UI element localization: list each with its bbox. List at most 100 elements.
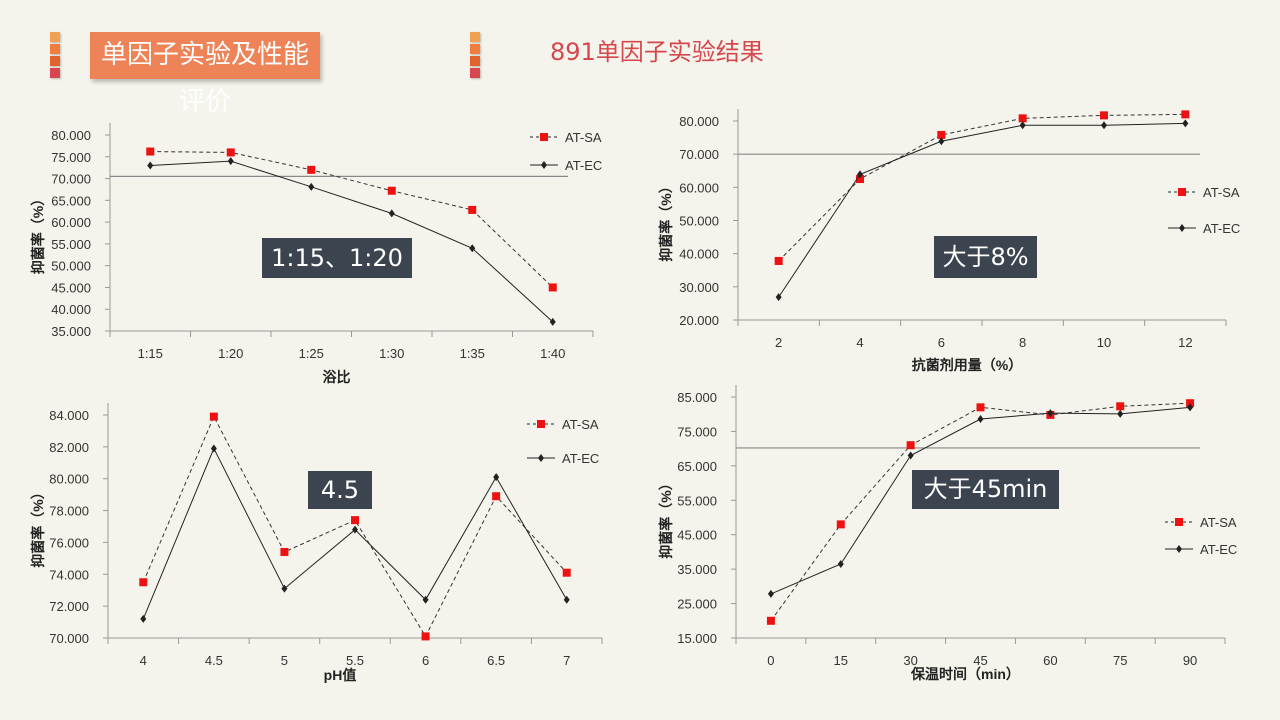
chart4-x-tick-label: 75: [1113, 653, 1127, 668]
chart4-legend-label: AT-EC: [1200, 542, 1237, 557]
chart3-legend-ec-marker: [538, 454, 544, 462]
chart1-sa-point: [548, 283, 557, 292]
chart1-legend-ec-marker: [541, 161, 547, 169]
chart3-x-tick-label: 4.5: [205, 653, 223, 668]
chart3-sa-point: [562, 568, 571, 577]
slide-subtitle: 891单因子实验结果: [550, 38, 764, 66]
chart3-ec-point: [210, 444, 217, 453]
chart1-sa-point: [468, 205, 477, 214]
chart3-ec-point: [422, 595, 429, 604]
chart4-y-tick-label: 85.000: [677, 390, 717, 405]
chart1-annotation: 1:15、1:20: [262, 238, 412, 278]
decoration-square: [50, 68, 60, 78]
chart4-ec-point: [977, 415, 984, 424]
decoration-square: [50, 32, 60, 42]
chart3-x-tick-label: 6: [422, 653, 429, 668]
chart1-y-tick-label: 70.000: [51, 172, 91, 187]
chart1-y-axis-title: 抑菌率（%）: [30, 192, 46, 274]
chart2-y-tick-label: 70.000: [679, 147, 719, 162]
chart2-ec-point: [1182, 119, 1189, 128]
chart3-y-tick-label: 80.000: [49, 472, 89, 487]
chart2-series-line-at-ec: [778, 122, 1186, 298]
chart3-y-tick-label: 70.000: [49, 631, 89, 646]
chart3-y-tick-label: 84.000: [49, 408, 89, 423]
chart2-y-tick-label: 40.000: [679, 247, 719, 262]
chart3-legend-label: AT-SA: [562, 417, 599, 432]
decoration-bars-right: [470, 32, 480, 80]
chart1-x-tick-label: 1:30: [379, 346, 404, 361]
chart1-series-line-at-sa: [150, 151, 554, 288]
chart2-y-tick-label: 20.000: [679, 313, 719, 328]
chart1-sa-point: [146, 147, 155, 156]
chart3-y-tick-label: 78.000: [49, 504, 89, 519]
decoration-square: [470, 68, 480, 78]
chart2-sa-point: [1100, 111, 1108, 120]
decoration-bars-left: [50, 32, 60, 80]
chart1-legend-sa-marker: [540, 133, 548, 141]
chart1-y-tick-label: 80.000: [51, 128, 91, 143]
chart3-x-tick-label: 7: [563, 653, 570, 668]
chart4-ec-point: [767, 589, 774, 598]
chart2-ec-point: [1019, 121, 1026, 130]
slide-title: 单因子实验及性能评价: [90, 32, 320, 117]
chart2-sa-point: [856, 175, 864, 184]
chart3-x-tick-label: 5.5: [346, 653, 364, 668]
chart3-y-tick-label: 74.000: [49, 567, 89, 582]
decoration-square: [470, 44, 480, 54]
chart3-x-tick-label: 6.5: [487, 653, 505, 668]
chart2-y-tick-label: 60.000: [679, 180, 719, 195]
chart2-x-tick-label: 8: [1019, 335, 1026, 350]
chart2-legend-ec-marker: [1179, 224, 1185, 232]
chart2-ec-point: [857, 170, 863, 179]
chart4-y-tick-label: 35.000: [677, 562, 717, 577]
chart1-y-tick-label: 40.000: [51, 302, 91, 317]
chart3-ec-point: [140, 614, 147, 623]
chart3-legend-label: AT-EC: [562, 451, 599, 466]
chart3-x-axis-title: pH值: [324, 667, 357, 683]
chart1-ec-point: [549, 317, 556, 326]
chart2-x-axis-title: 抗菌剂用量（%）: [912, 357, 1022, 373]
chart1-y-tick-label: 35.000: [51, 324, 91, 339]
chart4-legend-label: AT-SA: [1200, 515, 1237, 530]
chart4-ec-point: [837, 559, 844, 568]
chart2-x-tick-label: 12: [1178, 335, 1192, 350]
chart2-legend-sa-marker: [1178, 188, 1186, 196]
chart4-ec-point: [1047, 409, 1054, 418]
chart4-x-axis-title: 保温时间（min）: [910, 666, 1020, 682]
chart4-legend-ec-marker: [1176, 545, 1182, 553]
chart1-x-tick-label: 1:35: [460, 346, 485, 361]
chart4-y-tick-label: 75.000: [677, 424, 717, 439]
chart2-x-tick-label: 10: [1097, 335, 1111, 350]
chart2-y-tick-label: 80.000: [679, 114, 719, 129]
chart1-y-tick-label: 45.000: [51, 280, 91, 295]
chart3-sa-point: [351, 516, 359, 525]
chart2-ec-point: [1101, 121, 1107, 130]
decoration-square: [50, 56, 60, 66]
chart3-sa-point: [280, 547, 289, 556]
chart2-annotation: 大于8%: [934, 236, 1037, 278]
chart1-series-line-at-ec: [150, 160, 554, 323]
chart2-x-tick-label: 2: [775, 335, 782, 350]
chart4-series-line-at-sa: [770, 402, 1191, 622]
chart3-legend-sa-marker: [537, 420, 545, 428]
chart2-sa-point: [774, 256, 783, 265]
chart4-y-tick-label: 45.000: [677, 528, 717, 543]
chart1-x-tick-label: 1:15: [138, 346, 163, 361]
chart1-y-tick-label: 65.000: [51, 193, 91, 208]
chart2-y-axis-title: 抑菌率（%）: [658, 179, 674, 261]
chart1-ec-point: [308, 182, 315, 191]
chart1-x-tick-label: 1:25: [299, 346, 324, 361]
chart2-sa-point: [1018, 114, 1027, 123]
chart4-sa-point: [1116, 402, 1125, 411]
chart3-x-tick-label: 4: [140, 653, 147, 668]
chart1-legend-label: AT-EC: [565, 158, 602, 173]
chart3-ec-point: [352, 525, 358, 534]
chart3-annotation: 4.5: [308, 471, 372, 509]
chart1-y-tick-label: 60.000: [51, 215, 91, 230]
chart4-sa-point: [906, 441, 915, 450]
chart4-x-tick-label: 60: [1043, 653, 1057, 668]
chart3-y-tick-label: 82.000: [49, 440, 89, 455]
chart4-x-tick-label: 45: [973, 653, 987, 668]
chart2-sa-point: [937, 130, 946, 139]
chart1-x-tick-label: 1:40: [540, 346, 565, 361]
